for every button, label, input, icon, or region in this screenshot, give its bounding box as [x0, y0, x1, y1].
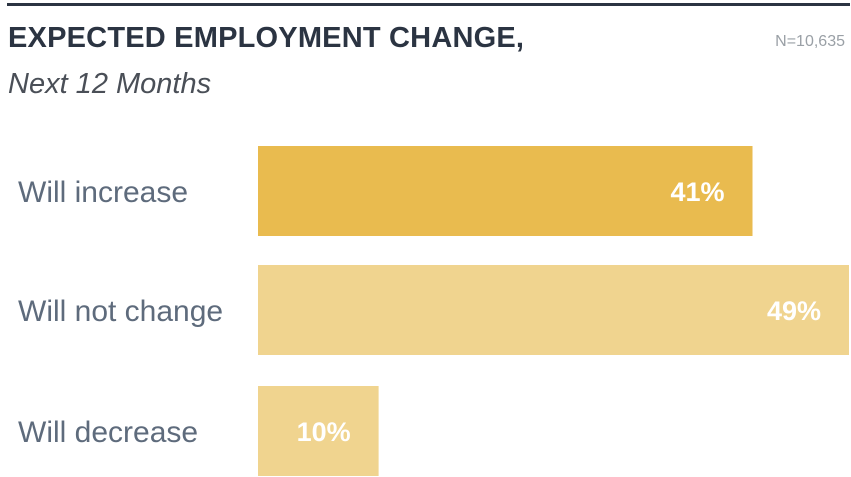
bar-will-not-change [258, 265, 849, 355]
top-rule [7, 3, 850, 6]
category-label-will-increase: Will increase [18, 176, 188, 209]
sample-size-note: N=10,635 [775, 33, 845, 50]
value-label-will-decrease: 10% [297, 417, 351, 447]
category-label-will-decrease: Will decrease [18, 416, 198, 449]
bar-will-increase [258, 146, 753, 236]
chart-title: EXPECTED EMPLOYMENT CHANGE, [8, 22, 525, 54]
category-label-will-not-change: Will not change [18, 295, 223, 328]
value-label-will-not-change: 49% [767, 296, 821, 326]
chart-subtitle: Next 12 Months [8, 68, 212, 100]
bar-will-decrease [258, 386, 379, 476]
value-label-will-increase: 41% [670, 177, 724, 207]
